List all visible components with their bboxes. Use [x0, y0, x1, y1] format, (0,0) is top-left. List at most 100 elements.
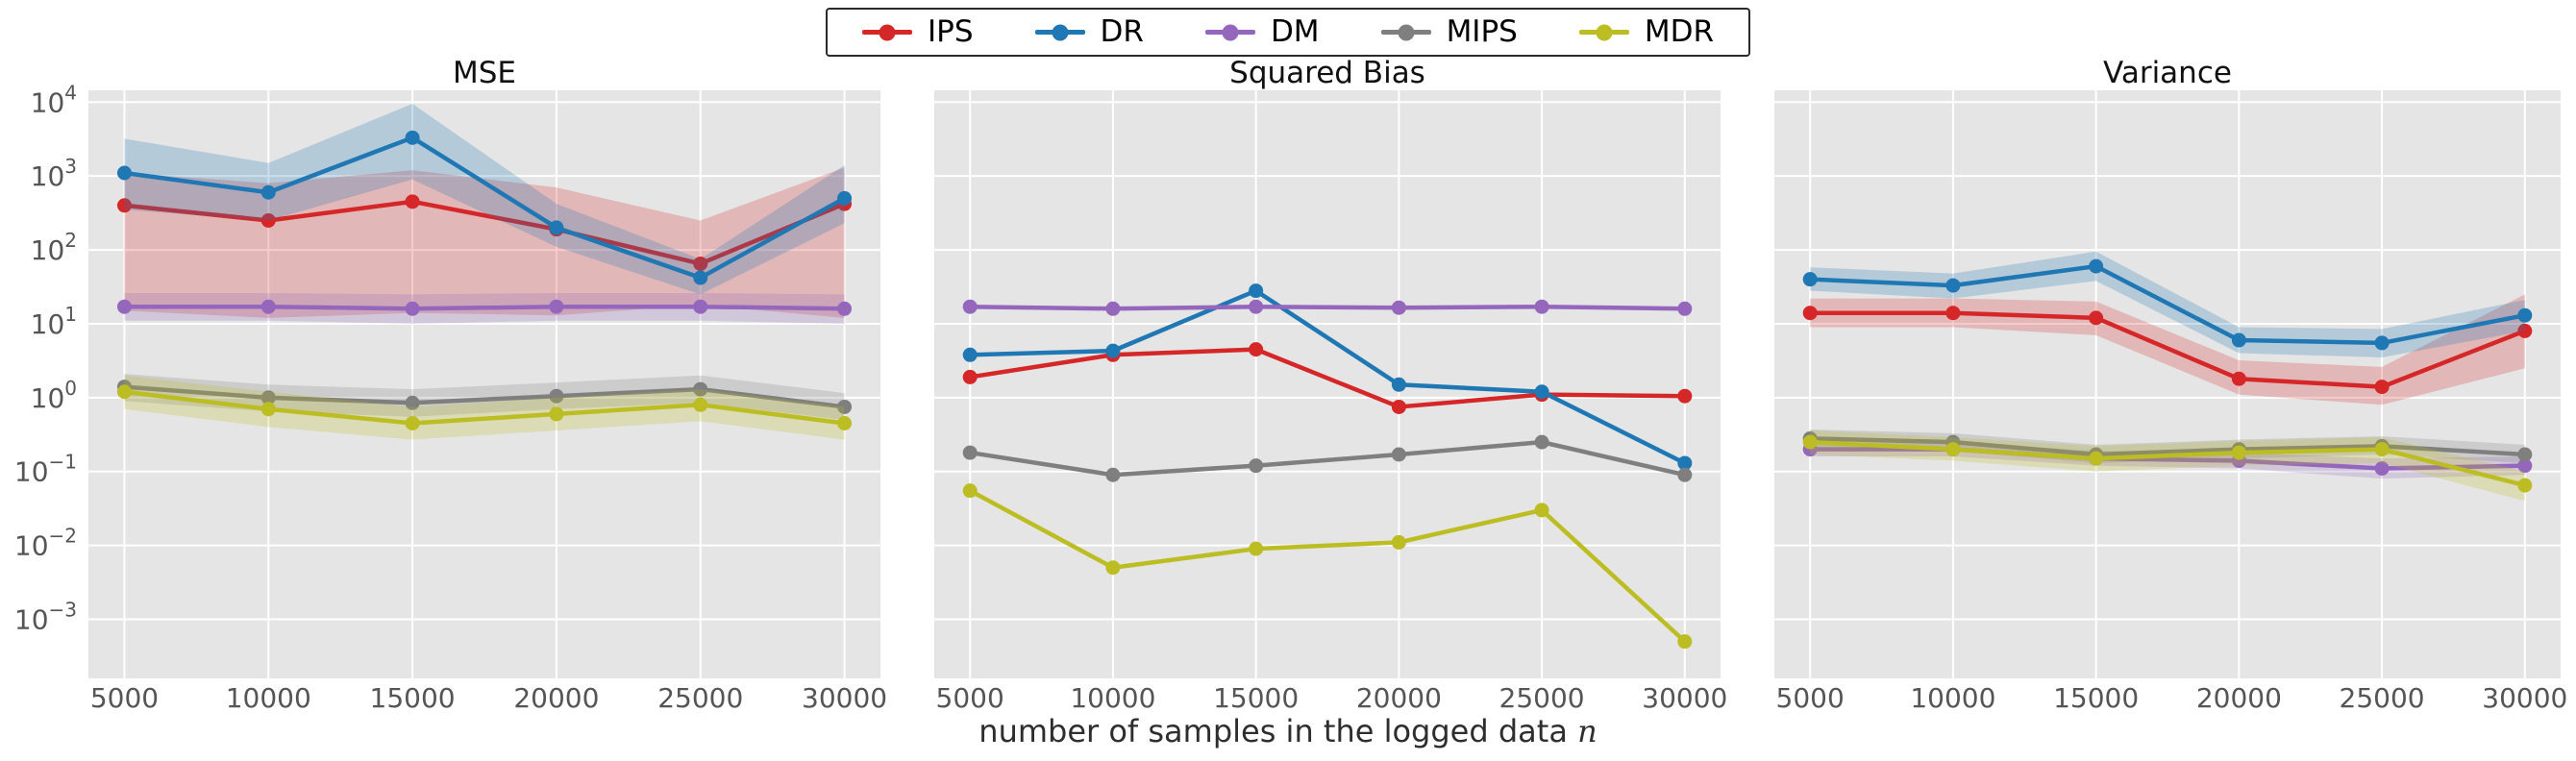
- series-line-ips: [122, 199, 847, 266]
- svg-text:10000: 10000: [226, 682, 311, 714]
- dr-line-swatch-icon: [1034, 30, 1085, 35]
- series-marker-dr: [1391, 377, 1406, 392]
- series-marker-mdr: [1945, 442, 1961, 457]
- series-marker-dm: [2517, 458, 2533, 474]
- mdr-line-swatch-icon: [1578, 30, 1629, 35]
- series-marker-dm: [837, 301, 853, 316]
- series-marker-mips: [1391, 447, 1406, 462]
- series-marker-mdr: [1677, 634, 1693, 650]
- legend-label-mdr: MDR: [1644, 14, 1714, 49]
- series-line-mips: [1807, 436, 2528, 457]
- series-marker-ips: [1249, 342, 1264, 357]
- svg-text:30000: 30000: [802, 682, 887, 714]
- svg-text:20000: 20000: [2196, 682, 2282, 714]
- gridlines: [934, 90, 1721, 678]
- svg-text:10−1: 10−1: [14, 451, 77, 488]
- series-marker-mips: [1677, 467, 1693, 482]
- series-marker-mips: [405, 395, 420, 410]
- series-line-mips: [122, 384, 847, 409]
- series-marker-dm: [693, 299, 708, 314]
- series-line-ips: [1807, 310, 2528, 389]
- series-marker-mips: [693, 381, 708, 397]
- svg-text:10000: 10000: [1070, 682, 1155, 714]
- svg-text:10−2: 10−2: [14, 525, 77, 562]
- svg-text:25000: 25000: [2340, 682, 2425, 714]
- series-marker-mips: [2517, 447, 2533, 462]
- svg-text:15000: 15000: [1213, 682, 1299, 714]
- svg-text:104: 104: [31, 81, 77, 118]
- series-mdr: [116, 375, 853, 440]
- series-marker-dr: [405, 130, 420, 145]
- series-marker-dm: [1249, 299, 1264, 314]
- charts-row: MSE 5000 10000 15000 20000 25000 30000 104 103 1…: [10, 56, 2567, 717]
- series-marker-ips: [2374, 380, 2390, 395]
- series-marker-dr: [2231, 332, 2246, 348]
- legend-label-dm: DM: [1270, 14, 1320, 49]
- series-marker-mdr: [693, 397, 708, 412]
- series-marker-ips: [1391, 399, 1406, 414]
- legend: IPS DR DM MIPS MDR: [826, 8, 1750, 57]
- series-marker-mdr: [1249, 541, 1264, 556]
- series-marker-dr: [260, 184, 276, 200]
- series-marker-dr: [962, 347, 978, 362]
- series-marker-ips: [2089, 310, 2104, 326]
- legend-item-ips: IPS: [862, 17, 974, 47]
- x-tick-labels: 5000 10000 15000 20000 25000 30000: [936, 682, 1728, 714]
- svg-text:5000: 5000: [90, 682, 159, 714]
- series-marker-dm: [1534, 299, 1549, 314]
- series-marker-dm: [260, 299, 276, 314]
- plot-variance: 5000 10000 15000 20000 25000 30000: [1774, 90, 2567, 714]
- confidence-band-ips: [124, 167, 845, 318]
- legend-item-mips: MIPS: [1380, 17, 1518, 47]
- series-marker-ips: [260, 212, 276, 228]
- series-dm: [962, 299, 1693, 316]
- svg-text:20000: 20000: [513, 682, 599, 714]
- series-marker-dr: [2089, 258, 2104, 274]
- series-marker-dr: [1105, 343, 1121, 358]
- series-marker-dm: [2374, 461, 2390, 477]
- series-marker-mips: [1249, 458, 1264, 474]
- series-line-mips: [967, 439, 1688, 478]
- series-line-dr: [1807, 263, 2528, 346]
- series-marker-ips: [1802, 306, 1818, 321]
- svg-text:25000: 25000: [1499, 682, 1585, 714]
- svg-text:15000: 15000: [2053, 682, 2139, 714]
- series-marker-mdr: [1105, 560, 1121, 576]
- series-line-mdr: [967, 488, 1688, 644]
- series-marker-dr: [2517, 307, 2533, 323]
- series-dr: [962, 283, 1693, 471]
- panel-squared-bias: Squared Bias 5000 10000 15000 20000 25000 300…: [886, 56, 1728, 717]
- series-line-mdr: [1807, 439, 2528, 488]
- series-marker-dm: [1105, 301, 1121, 316]
- series-marker-ips: [2517, 323, 2533, 338]
- svg-text:101: 101: [31, 303, 77, 340]
- series-marker-dr: [837, 190, 853, 206]
- series-ips: [1802, 294, 2533, 405]
- ips-line-swatch-icon: [862, 30, 912, 35]
- svg-text:30000: 30000: [2482, 682, 2567, 714]
- series-marker-mdr: [116, 384, 132, 400]
- series-marker-dr: [2374, 335, 2390, 351]
- series-marker-dm: [962, 299, 978, 314]
- series-dr: [1802, 251, 2533, 358]
- plot-area: [1774, 90, 2561, 678]
- series-marker-ips: [693, 256, 708, 271]
- series-marker-ips: [1945, 306, 1961, 321]
- series-marker-mips: [549, 388, 564, 404]
- x-axis-label-var: n: [1577, 713, 1598, 749]
- series-line-dm: [967, 304, 1688, 311]
- series-marker-mdr: [1391, 534, 1406, 550]
- svg-text:10−3: 10−3: [14, 598, 77, 635]
- series-marker-mdr: [962, 483, 978, 499]
- svg-text:5000: 5000: [936, 682, 1004, 714]
- series-line-dr: [122, 135, 847, 281]
- x-axis-label: number of samples in the logged data n: [0, 713, 2576, 749]
- series-marker-dr: [1945, 278, 1961, 293]
- series-marker-mips: [837, 399, 853, 414]
- series-marker-mdr: [2089, 451, 2104, 466]
- series-line-dr: [967, 288, 1688, 466]
- series-marker-mdr: [837, 416, 853, 431]
- plot-area: [934, 90, 1721, 678]
- svg-text:20000: 20000: [1356, 682, 1442, 714]
- series-marker-dm: [1677, 301, 1693, 316]
